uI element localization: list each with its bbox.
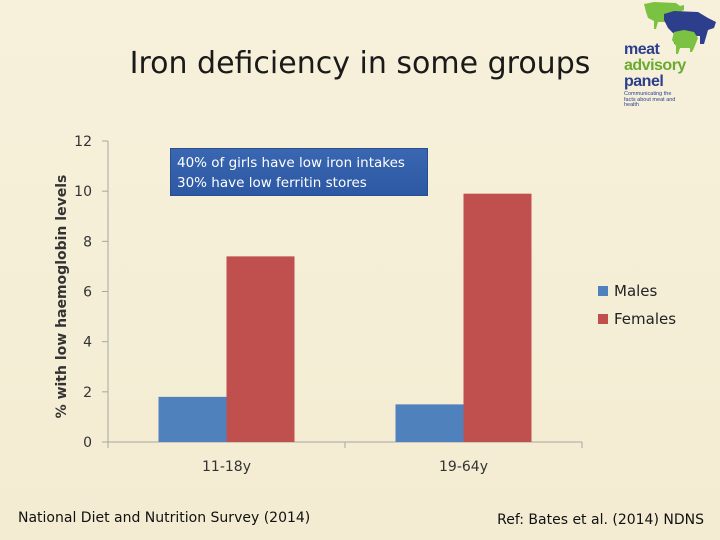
- bar-females-11-18y: [226, 256, 295, 442]
- bar-males-11-18y: [158, 396, 227, 442]
- callout-line-2: 30% have low ferritin stores: [177, 175, 367, 191]
- logo-line-advisory: advisory: [624, 57, 686, 74]
- bar-females-19-64y: [463, 193, 532, 442]
- y-tick-label: 6: [83, 285, 92, 301]
- y-tick-label: 0: [83, 435, 92, 451]
- page-title: Iron deficiency in some groups: [129, 46, 591, 81]
- y-tick-label: 4: [83, 335, 92, 351]
- bar-males-19-64y: [395, 404, 464, 442]
- callout-line-1: 40% of girls have low iron intakes: [177, 155, 405, 171]
- y-tick-label: 12: [74, 134, 92, 150]
- callout-box: 40% of girls have low iron intakes 30% h…: [170, 148, 428, 196]
- legend-swatch-males: [598, 286, 608, 296]
- legend-label-females: Females: [614, 310, 677, 328]
- logo-line-meat: meat: [624, 41, 660, 58]
- sheep-silhouette-icon: [672, 30, 698, 54]
- source-note: National Diet and Nutrition Survey (2014…: [18, 510, 311, 526]
- logo-tagline: Communicating the facts about meat and h…: [624, 91, 676, 108]
- chart-legend: Males Females: [598, 282, 676, 338]
- logo-wordmark: meat advisory panel Communicating the fa…: [624, 42, 720, 109]
- y-tick-label: 2: [83, 385, 92, 401]
- y-tick-label: 8: [83, 234, 92, 250]
- legend-item-females: Females: [598, 310, 676, 328]
- x-tick-label: 11-18y: [202, 459, 251, 475]
- meat-advisory-panel-logo: [644, 2, 716, 54]
- legend-label-males: Males: [614, 282, 658, 300]
- y-tick-label: 10: [74, 184, 92, 200]
- legend-item-males: Males: [598, 282, 676, 300]
- logo-line-panel: panel: [624, 73, 664, 90]
- legend-swatch-females: [598, 314, 608, 324]
- x-tick-label: 19-64y: [439, 459, 488, 475]
- reference-note: Ref: Bates et al. (2014) NDNS: [497, 512, 704, 528]
- y-axis-label: % with low haemoglobin levels: [54, 175, 70, 419]
